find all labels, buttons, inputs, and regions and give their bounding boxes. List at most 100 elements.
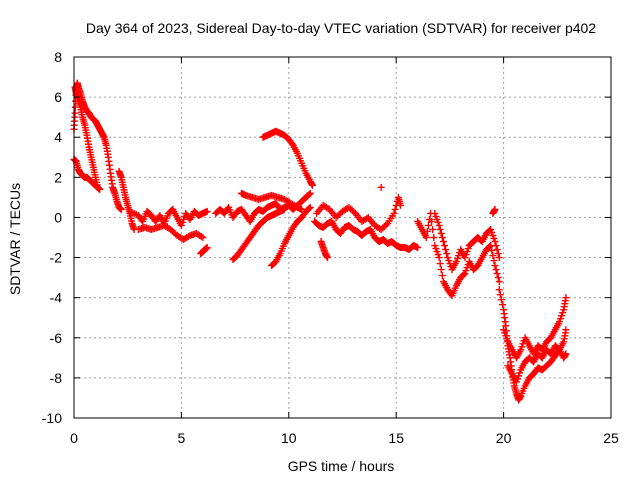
x-tick-label: 20: [496, 430, 512, 446]
series-band-19-23h-upper: [500, 294, 570, 362]
data-point: [382, 221, 390, 229]
data-point: [288, 140, 296, 148]
series-point-19h: [489, 205, 499, 217]
data-point: [396, 201, 404, 209]
data-point: [436, 225, 444, 233]
data-point: [306, 203, 314, 211]
series-band-11-16h-upper: [313, 193, 404, 233]
series-arc-drop-2h: [115, 167, 138, 233]
data-point: [497, 296, 505, 304]
y-tick-label: -2: [50, 250, 63, 266]
series-band-16-19h-upper: [431, 209, 503, 274]
series-segment-11-12h: [317, 238, 331, 262]
data-point: [562, 326, 570, 334]
y-ticks: -10 -8 -6 -4 -2 0 2 4 6 8: [42, 49, 611, 426]
data-point: [323, 254, 331, 262]
data-point: [438, 272, 446, 280]
data-point: [96, 185, 104, 193]
y-axis-label: SDTVAR / TECUs: [7, 183, 23, 295]
data-point: [493, 270, 501, 278]
data-point: [308, 181, 316, 189]
data-point: [486, 243, 494, 251]
x-tick-label: 15: [388, 430, 404, 446]
data-point: [562, 294, 570, 302]
data-marks: [70, 79, 570, 404]
y-tick-label: 2: [54, 169, 62, 185]
x-axis-label: GPS time / hours: [288, 458, 395, 474]
data-point: [460, 271, 468, 279]
data-point: [441, 242, 449, 250]
data-point: [423, 227, 431, 235]
y-tick-label: 6: [54, 89, 62, 105]
data-point: [71, 109, 79, 117]
data-point: [117, 205, 125, 213]
chart-title: Day 364 of 2023, Sidereal Day-to-day VTE…: [86, 20, 596, 36]
data-point: [305, 204, 313, 212]
data-point: [491, 238, 499, 246]
series-band-19-23h-mid: [504, 342, 570, 386]
data-point: [492, 266, 500, 274]
data-point: [199, 234, 207, 241]
y-tick-label: 8: [54, 49, 62, 65]
data-point: [438, 234, 446, 241]
y-tick-label: -4: [50, 290, 63, 306]
data-point: [197, 232, 205, 240]
data-point: [429, 225, 437, 233]
data-point: [203, 244, 211, 252]
data-point: [350, 208, 358, 216]
data-point: [184, 232, 192, 240]
data-point: [491, 262, 499, 270]
data-point: [495, 278, 503, 286]
series-arc-rise-9-11h: [268, 203, 314, 270]
y-tick-label: -8: [50, 370, 63, 386]
series-band-2-6h-low: [134, 221, 207, 244]
data-point: [203, 207, 211, 215]
series-arc-main-start: [70, 79, 125, 213]
data-point: [489, 209, 497, 217]
data-point: [494, 250, 502, 258]
data-point: [437, 266, 445, 274]
data-point: [305, 190, 313, 198]
series-band-2-6h: [126, 205, 211, 229]
grid: [74, 57, 611, 418]
data-point: [424, 221, 432, 229]
data-point: [437, 229, 445, 237]
series-segment-6h: [197, 244, 211, 258]
plot-frame: [73, 56, 612, 419]
data-point: [489, 252, 497, 260]
data-point: [493, 246, 501, 254]
data-point: [442, 246, 450, 254]
data-point: [414, 244, 422, 252]
data-point: [494, 274, 502, 282]
series-arc-rise-7-10h: [229, 205, 289, 264]
data-point: [439, 238, 447, 246]
data-point: [488, 247, 496, 255]
series-arc-hump-9-11h: [259, 127, 316, 189]
data-point: [377, 183, 385, 191]
data-point: [490, 257, 498, 265]
series-arc-early-dip: [71, 83, 102, 191]
data-point: [436, 260, 444, 268]
data-point: [391, 205, 399, 213]
data-point: [422, 234, 430, 241]
series-arc-low-early: [70, 155, 104, 193]
data-point: [495, 286, 503, 294]
data-point: [298, 205, 306, 213]
x-tick-label: 25: [603, 430, 619, 446]
data-point: [435, 221, 443, 229]
data-point: [430, 234, 438, 241]
data-point: [495, 254, 503, 262]
data-point: [390, 209, 398, 217]
x-ticks: 0 5 10 15 20 25: [70, 57, 619, 446]
data-point: [496, 291, 504, 299]
y-tick-label: -6: [50, 330, 63, 346]
data-point: [492, 242, 500, 250]
data-point: [428, 217, 436, 225]
data-point: [499, 301, 507, 309]
y-tick-label: 4: [54, 129, 62, 145]
series-band-19-23h: [495, 286, 570, 404]
y-tick-label: 0: [54, 209, 62, 225]
x-tick-label: 10: [281, 430, 297, 446]
data-point: [281, 205, 289, 213]
